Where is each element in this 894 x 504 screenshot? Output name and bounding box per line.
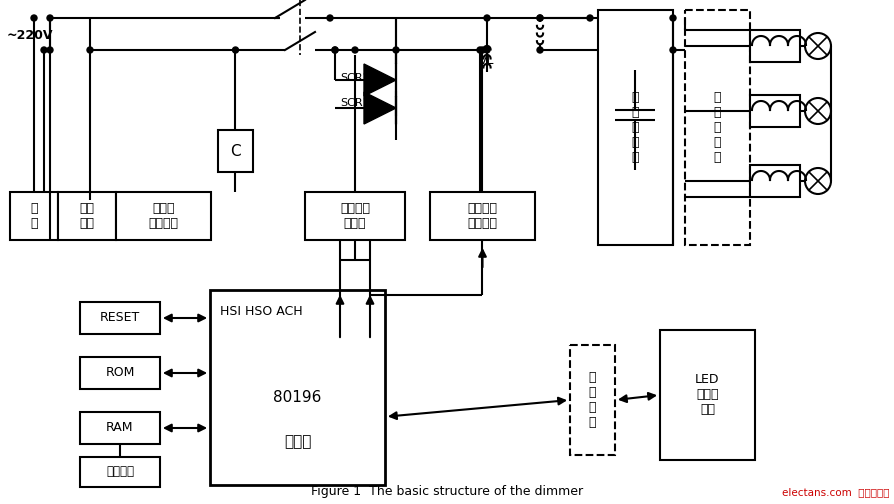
Text: 升
压
变
压
器: 升 压 变 压 器 [631,91,638,164]
Text: RAM: RAM [106,421,133,434]
Bar [80,412,160,444]
Text: 并
行
接
口: 并 行 接 口 [588,371,595,429]
Bar [80,302,160,334]
Bar [210,290,384,485]
Text: 脉冲隔离
放大器: 脉冲隔离 放大器 [340,202,369,230]
Circle shape [326,15,333,21]
Circle shape [31,15,37,21]
Bar [749,95,799,127]
Circle shape [47,47,53,53]
Circle shape [232,47,238,53]
Circle shape [47,15,53,21]
Text: SCR2: SCR2 [340,73,369,83]
Bar [749,30,799,62]
Bar [10,192,58,240]
Bar [116,192,211,240]
Circle shape [41,47,47,53]
Bar [749,165,799,197]
Text: 掉电保护: 掉电保护 [105,466,134,478]
Circle shape [670,47,675,53]
Circle shape [670,15,675,21]
Bar [218,130,253,172]
Text: VL: VL [478,53,494,67]
Bar [597,10,672,245]
Text: ROM: ROM [105,366,134,380]
Polygon shape [364,92,395,124]
Circle shape [332,47,338,53]
Text: LED
显示器
按键: LED 显示器 按键 [695,373,719,416]
Text: C: C [230,144,240,158]
Text: electans.com  电子发烧友: electans.com 电子发烧友 [781,487,889,497]
Bar [684,10,749,245]
Circle shape [484,47,489,53]
Bar [80,457,160,487]
Bar [569,345,614,455]
Circle shape [477,47,483,53]
Circle shape [479,47,485,53]
Bar [305,192,405,240]
Text: 单片机: 单片机 [283,434,311,450]
Circle shape [351,47,358,53]
Circle shape [536,47,543,53]
Polygon shape [364,64,395,96]
Text: SCR1: SCR1 [340,98,369,108]
Text: 电
源: 电 源 [30,202,38,230]
Text: 同步
电路: 同步 电路 [80,202,95,230]
Text: ~220V: ~220V [7,29,54,41]
Bar [80,357,160,389]
Circle shape [484,15,489,21]
Text: HSI HSO ACH: HSI HSO ACH [220,305,302,319]
Circle shape [392,47,399,53]
Circle shape [586,15,593,21]
Text: 接触器
控制电路: 接触器 控制电路 [148,202,178,230]
Circle shape [332,47,338,53]
Bar [429,192,535,240]
Text: RESET: RESET [100,311,140,325]
Bar [58,192,116,240]
Text: Figure 1  The basic structure of the dimmer: Figure 1 The basic structure of the dimm… [311,485,583,498]
Circle shape [536,15,543,21]
Circle shape [536,15,543,21]
Bar [659,330,755,460]
Text: 80196: 80196 [273,390,321,405]
Text: 电流电压
检测电路: 电流电压 检测电路 [467,202,497,230]
Circle shape [87,47,93,53]
Text: 隔
离
变
压
器: 隔 离 变 压 器 [713,91,721,164]
